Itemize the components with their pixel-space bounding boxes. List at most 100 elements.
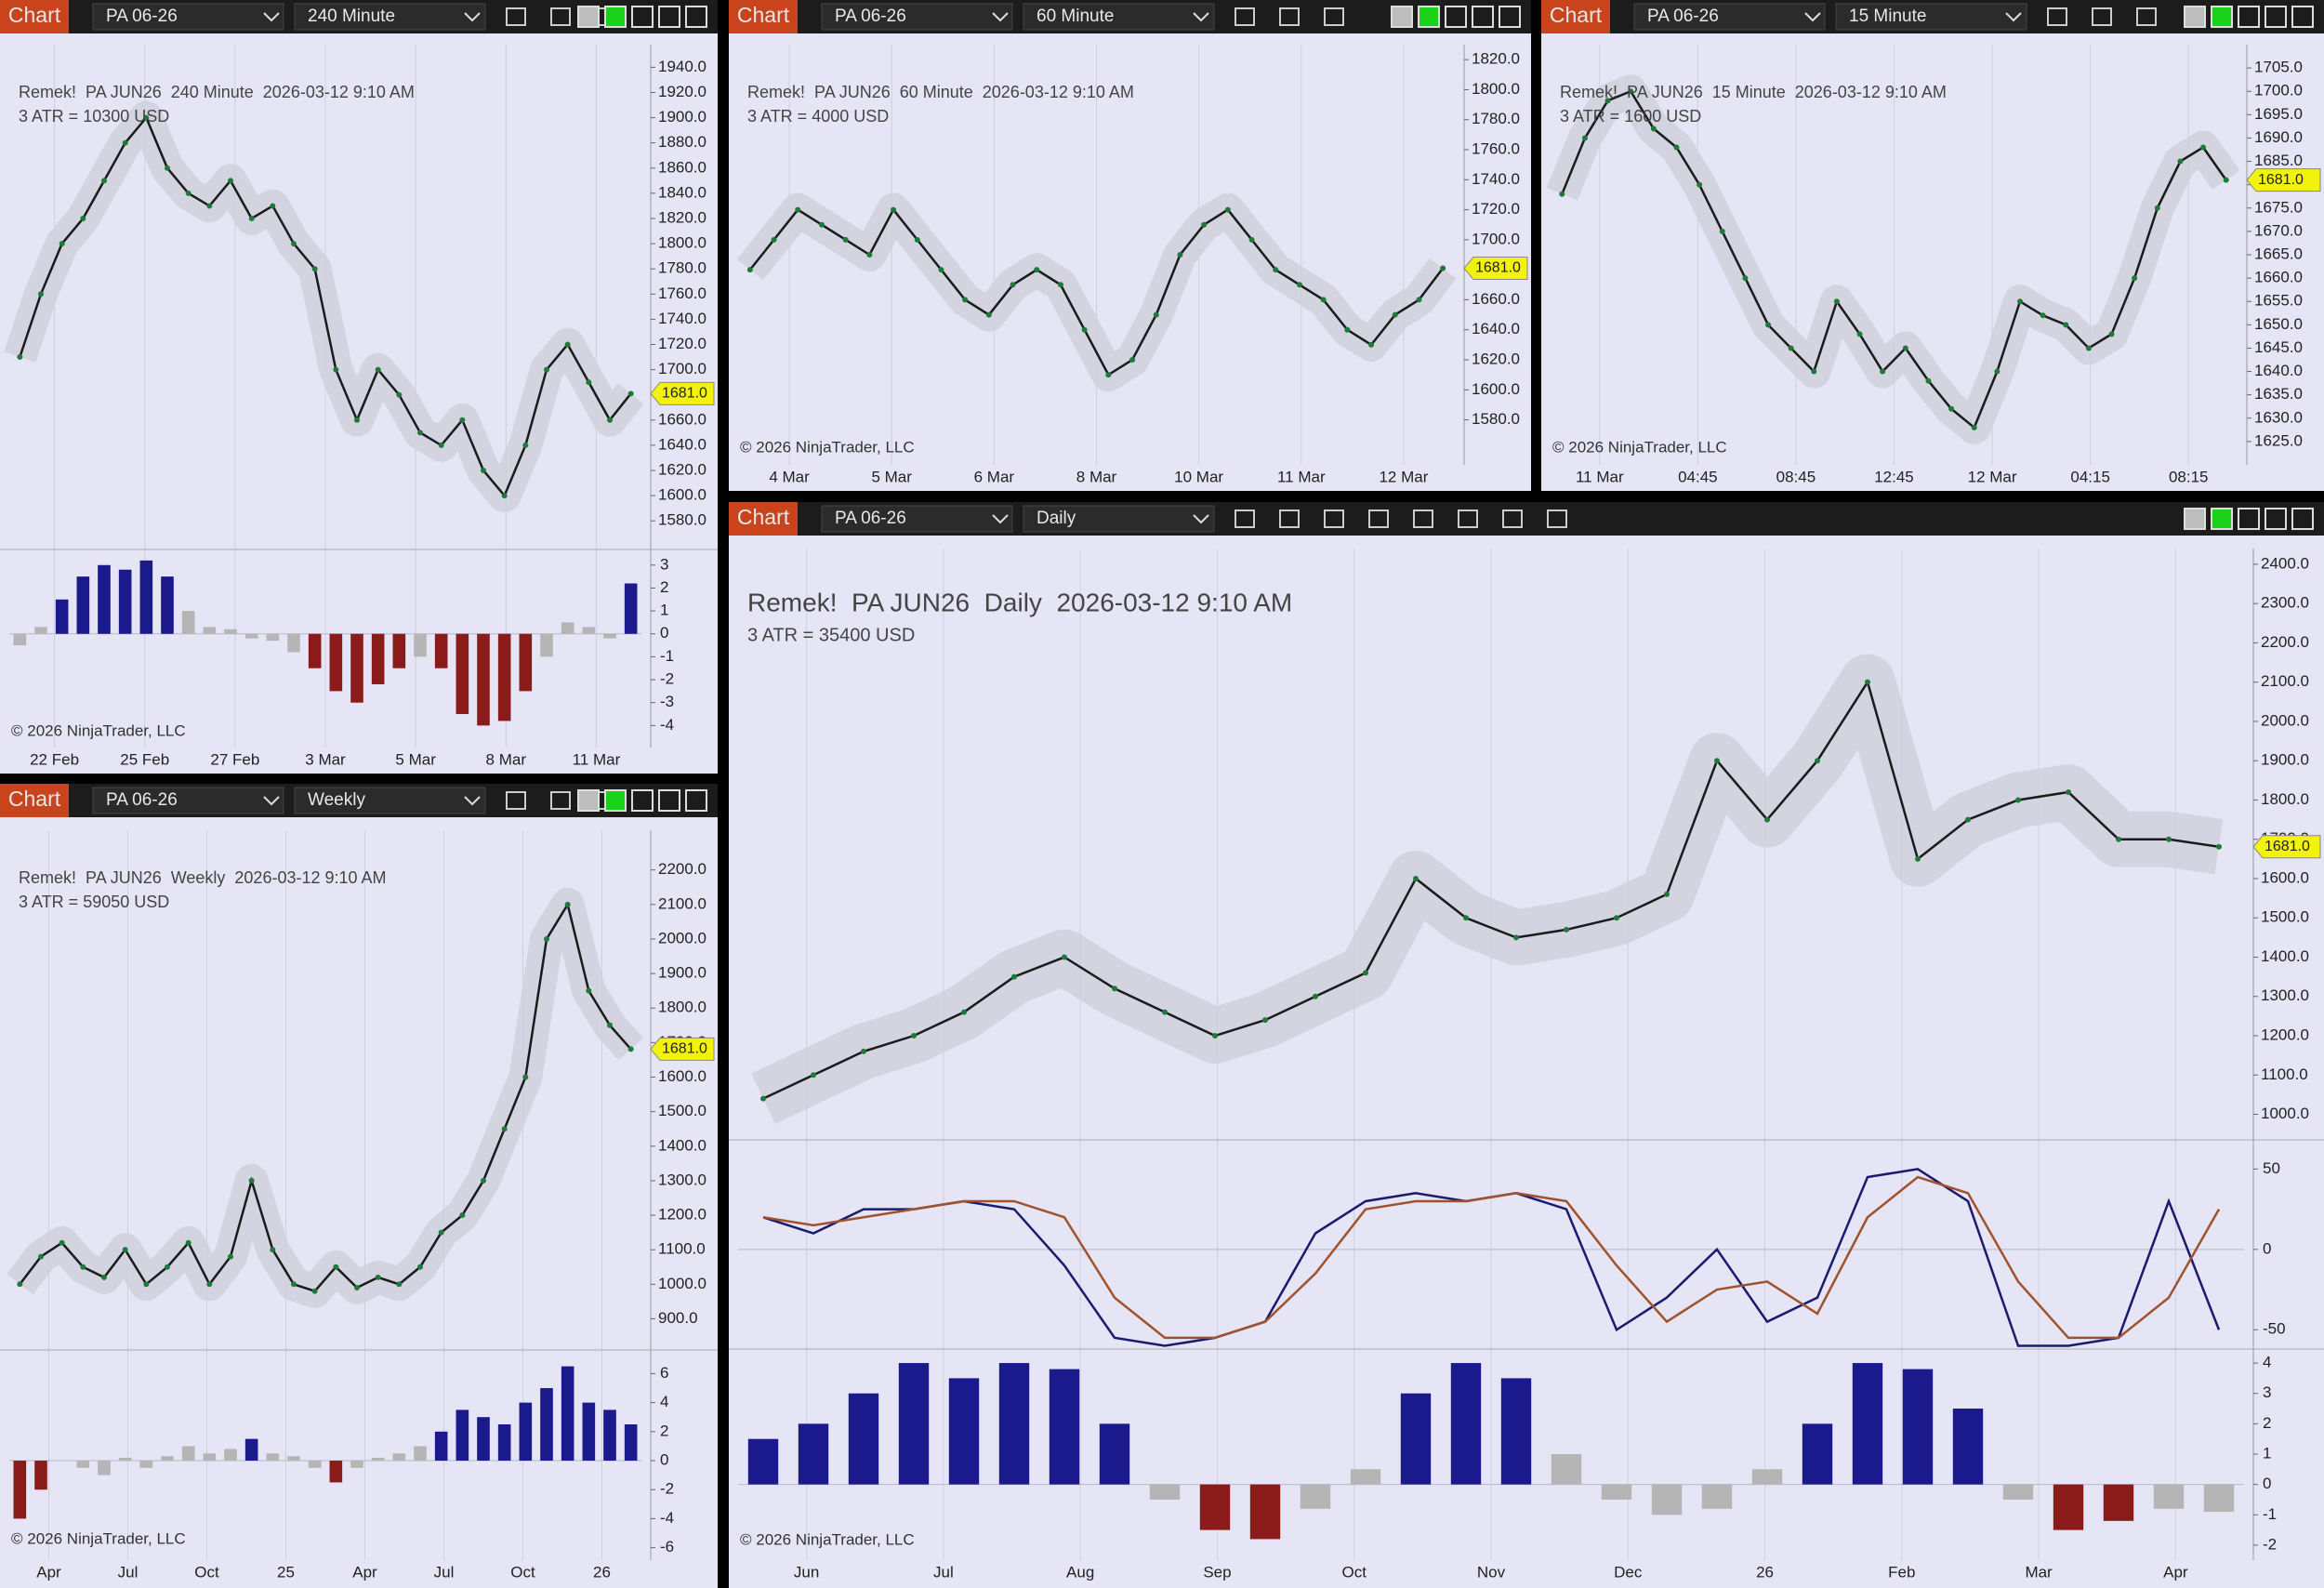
chart-tab-label: Chart bbox=[1550, 3, 1603, 27]
chart-tab[interactable] bbox=[1541, 0, 1610, 33]
interval-select[interactable] bbox=[1023, 505, 1215, 533]
toolbar-icon[interactable] bbox=[1235, 7, 1255, 26]
window-button[interactable] bbox=[2291, 508, 2314, 530]
instrument-select[interactable] bbox=[821, 3, 1013, 31]
chart-tab-label: Chart bbox=[737, 3, 790, 27]
toolbar: Chart PA 06-26 Weekly bbox=[0, 784, 718, 817]
instrument-select[interactable] bbox=[92, 3, 284, 31]
toolbar-icon[interactable] bbox=[1458, 509, 1478, 528]
interval-select[interactable] bbox=[294, 3, 486, 31]
chart-tab[interactable] bbox=[0, 784, 69, 817]
toolbar-icon[interactable] bbox=[1547, 509, 1567, 528]
window-button[interactable] bbox=[685, 6, 707, 28]
toolbar-icon[interactable] bbox=[1413, 509, 1433, 528]
instrument-select[interactable] bbox=[1633, 3, 1826, 31]
histogram-bar bbox=[1701, 1484, 1733, 1509]
histogram-bar bbox=[747, 1438, 779, 1485]
toolbar-icon[interactable] bbox=[1368, 509, 1389, 528]
window-button[interactable] bbox=[2291, 6, 2314, 28]
window-button[interactable] bbox=[604, 6, 627, 28]
time-label: 04:15 bbox=[2070, 468, 2110, 485]
window-button[interactable] bbox=[685, 789, 707, 812]
time-label: 3 Mar bbox=[305, 750, 346, 768]
close-point bbox=[2016, 298, 2023, 305]
histogram-bar bbox=[181, 1446, 195, 1462]
window-button[interactable] bbox=[658, 789, 680, 812]
toolbar-icon[interactable] bbox=[1502, 509, 1523, 528]
dropdown-arrow bbox=[1193, 514, 1209, 524]
window-button[interactable] bbox=[577, 6, 600, 28]
toolbar-icon[interactable] bbox=[1324, 509, 1344, 528]
window-button[interactable] bbox=[2238, 508, 2260, 530]
chart-tab[interactable] bbox=[729, 0, 798, 33]
last-price-label: 1681.0 bbox=[2265, 839, 2310, 854]
toolbar-icon[interactable] bbox=[2047, 7, 2067, 26]
instrument-select[interactable] bbox=[92, 787, 284, 814]
price-line bbox=[762, 679, 2220, 1100]
window-button[interactable] bbox=[2184, 508, 2206, 530]
histogram-bar bbox=[2203, 1484, 2235, 1513]
window-button[interactable] bbox=[604, 789, 627, 812]
close-point bbox=[1764, 816, 1770, 823]
window-button[interactable] bbox=[2238, 6, 2260, 28]
window-button[interactable] bbox=[1472, 6, 1494, 28]
histogram-bar bbox=[287, 633, 300, 653]
window-button[interactable] bbox=[2184, 6, 2206, 28]
time-label: Jul bbox=[933, 1563, 954, 1581]
y-tick-label: 0 bbox=[660, 624, 668, 642]
toolbar: Chart PA 06-26 240 Minute bbox=[0, 0, 718, 33]
time-label: 22 Feb bbox=[30, 750, 79, 768]
toolbar-icon[interactable] bbox=[506, 791, 526, 810]
window-button[interactable] bbox=[2211, 6, 2233, 28]
window-button[interactable] bbox=[1499, 6, 1521, 28]
y-tick-label: 1630.0 bbox=[2254, 408, 2303, 426]
dropdown-arrow bbox=[263, 796, 280, 806]
histogram-bar bbox=[1099, 1423, 1130, 1485]
instrument-select[interactable] bbox=[821, 505, 1013, 533]
interval-select[interactable] bbox=[294, 787, 486, 814]
chart-tab[interactable] bbox=[729, 502, 798, 536]
time-label: 11 Mar bbox=[1576, 468, 1624, 485]
close-point bbox=[2166, 836, 2172, 842]
window-button[interactable] bbox=[631, 789, 654, 812]
y-tick-label: -3 bbox=[660, 693, 674, 710]
chart-tab[interactable] bbox=[0, 0, 69, 33]
interval-select[interactable] bbox=[1023, 3, 1215, 31]
close-point bbox=[1604, 98, 1611, 104]
toolbar-icon[interactable] bbox=[2136, 7, 2157, 26]
window-button[interactable] bbox=[658, 6, 680, 28]
window-button[interactable] bbox=[1391, 6, 1413, 28]
close-point bbox=[1057, 282, 1063, 288]
window-button[interactable] bbox=[1418, 6, 1440, 28]
price-line bbox=[19, 901, 632, 1293]
window-button[interactable] bbox=[1445, 6, 1467, 28]
window-button[interactable] bbox=[2211, 508, 2233, 530]
window-button[interactable] bbox=[631, 6, 654, 28]
toolbar-icon[interactable] bbox=[2092, 7, 2112, 26]
toolbar-icon[interactable] bbox=[1279, 509, 1300, 528]
close-point bbox=[1177, 252, 1183, 258]
histogram-bar bbox=[456, 1409, 469, 1462]
y-tick-label: 1675.0 bbox=[2254, 198, 2303, 216]
close-point bbox=[1105, 372, 1112, 378]
close-point bbox=[961, 1009, 967, 1015]
time-label: 27 Feb bbox=[210, 750, 259, 768]
toolbar-icon[interactable] bbox=[550, 791, 571, 810]
close-point bbox=[1010, 282, 1016, 288]
window-button[interactable] bbox=[577, 789, 600, 812]
y-tick-label: -2 bbox=[660, 1480, 674, 1498]
y-tick-label: 900.0 bbox=[658, 1309, 698, 1327]
toolbar-icon[interactable] bbox=[1324, 7, 1344, 26]
close-point bbox=[165, 1264, 170, 1270]
window-button[interactable] bbox=[2265, 508, 2287, 530]
toolbar-icon[interactable] bbox=[550, 7, 571, 26]
toolbar-icon[interactable] bbox=[1279, 7, 1300, 26]
histogram-bar bbox=[287, 1456, 300, 1462]
toolbar-icon[interactable] bbox=[506, 7, 526, 26]
y-tick-label: 1900.0 bbox=[658, 964, 706, 982]
close-point bbox=[2116, 836, 2121, 842]
close-point bbox=[1062, 954, 1067, 960]
interval-select[interactable] bbox=[1835, 3, 2027, 31]
window-button[interactable] bbox=[2265, 6, 2287, 28]
toolbar-icon[interactable] bbox=[1235, 509, 1255, 528]
